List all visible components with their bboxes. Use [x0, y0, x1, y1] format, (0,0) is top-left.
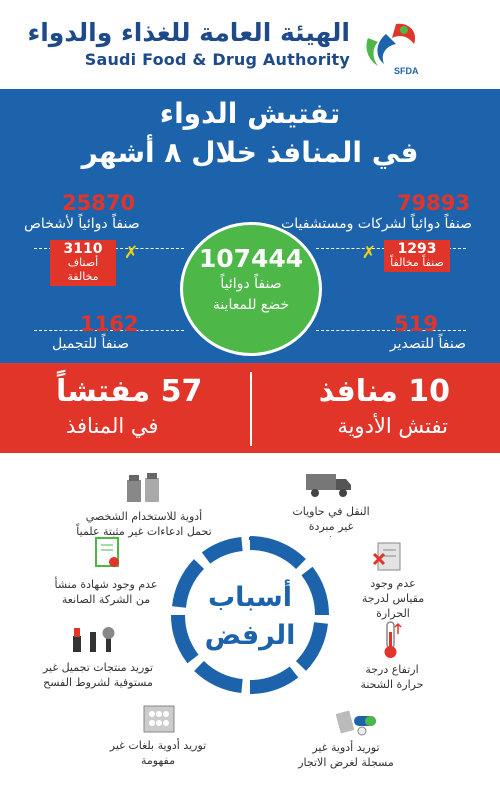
reasons-title-line1: أسباب [207, 582, 293, 613]
center-stat-label1: صنفاً دوائياً [220, 276, 282, 292]
inspectors-count: 57 مفتشاً [56, 374, 203, 409]
inspectors-subtitle: في المنافذ [66, 414, 159, 438]
hospitals-value: 79893 [396, 191, 470, 215]
thermometer-icon [384, 621, 402, 658]
cosmetics-label: صنفاً للتجميل [52, 336, 129, 352]
reason-item: عدم وجود مقياس لدرجة الحرارة [361, 577, 425, 620]
reasons-ring [171, 535, 329, 694]
connector-line [316, 330, 466, 331]
reason-item: توريد أدوية بلغات غير مفهومة [109, 739, 207, 767]
connector-line [34, 330, 184, 331]
individuals-value: 25870 [62, 191, 136, 215]
certificate-icon [95, 537, 119, 567]
truck-icon [306, 474, 351, 497]
reason-item: عدم وجود شهادة منشأ من الشركة الصانعة [54, 578, 158, 606]
connector-line [330, 536, 331, 537]
hospitals-label: صنفاً دوائياً لشركات ومستشفيات [281, 216, 472, 232]
reasons-title-line2: الرفض [204, 620, 296, 651]
individuals-violations-badge: 3110 أصناف مخالفة [50, 240, 116, 286]
reason-item: أدوية للاستخدام الشخصي تحمل ادعاءات غير … [76, 510, 212, 538]
center-stat-label2: خضع للمعاينة [212, 297, 290, 313]
center-stat-circle [180, 222, 322, 356]
center-stat-value: 107444 [198, 244, 304, 273]
reason-item: ارتفاع درجة حرارة الشحنة [360, 663, 424, 691]
ports-count: 10 منافذ [318, 374, 450, 409]
individuals-label: صنفاً دوائياً لأشخاص [24, 216, 140, 232]
cosmetics-value: 1162 [80, 312, 139, 336]
title-band [0, 89, 500, 185]
ports-subtitle: تفتش الأدوية [337, 414, 448, 438]
reason-item: توريد أدوية غير مسجلة لغرض الاتجار [298, 741, 394, 769]
reasons-panel [0, 453, 500, 794]
page-title-line1: تفتيش الدواء [159, 97, 341, 130]
individuals-violations-value: 3110 [63, 241, 103, 257]
sfda-logo-icon: SFDA [366, 23, 419, 76]
cosmetics-icon [73, 627, 115, 652]
hospitals-violations-value: 1293 [397, 241, 437, 257]
x-mark-icon: ✗ [361, 243, 376, 263]
reason-item: توريد منتجات تجميل غير مستوفية لشروط الف… [42, 661, 154, 689]
export-label: صنفاً للتصدير [389, 336, 466, 352]
logo-text: SFDA [394, 66, 419, 76]
pills-icon [336, 710, 376, 736]
checklist-x-icon [372, 542, 401, 571]
divider [250, 372, 252, 446]
org-name-english: Saudi Food & Drug Authority [84, 50, 350, 69]
export-value: 519 [394, 312, 438, 336]
x-mark-icon: ✗ [124, 243, 139, 263]
page-title-line2: في المنافذ خلال ٨ أشهر [81, 136, 419, 169]
blister-pack-icon [143, 705, 175, 733]
hospitals-violations-label: صنفاً مخالفاً [390, 256, 444, 269]
individuals-violations-label: أصناف مخالفة [67, 256, 99, 283]
org-name-arabic: الهيئة العامة للغذاء والدواء [27, 18, 350, 47]
hospitals-violations-badge: 1293 صنفاً مخالفاً [384, 240, 450, 272]
reason-item: النقل في حاويات غير مبردة [292, 505, 370, 533]
medicine-bottles-icon [127, 473, 159, 502]
